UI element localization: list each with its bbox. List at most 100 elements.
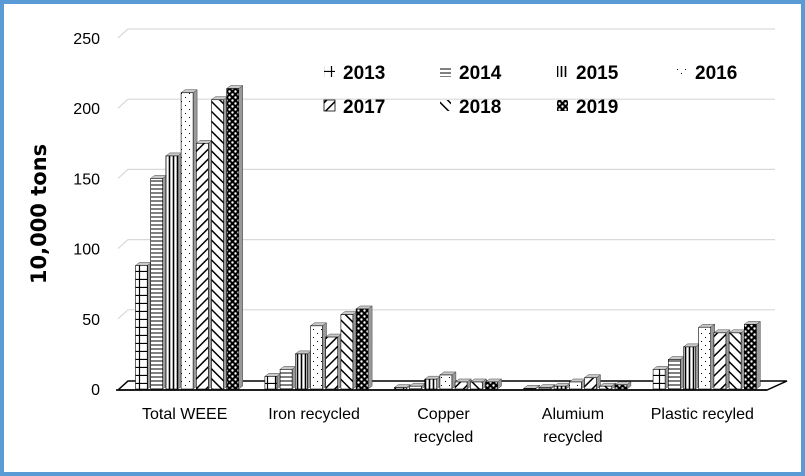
bar-front bbox=[264, 376, 278, 390]
legend-item-2015: 2015 bbox=[557, 63, 619, 84]
bar-2018-0 bbox=[210, 96, 229, 390]
bar-front bbox=[180, 92, 194, 390]
legend-label: 2019 bbox=[576, 97, 618, 118]
legend-swatch bbox=[323, 99, 336, 112]
legend-swatch bbox=[440, 66, 451, 77]
bar-front bbox=[424, 378, 438, 390]
legend-label: 2017 bbox=[343, 97, 385, 118]
legend-label: 2014 bbox=[459, 63, 502, 84]
bar-front bbox=[568, 381, 582, 390]
bar-2016-3 bbox=[568, 378, 587, 390]
legend-swatch bbox=[324, 66, 335, 77]
bar-2017-3 bbox=[583, 374, 602, 390]
bar-2017-2 bbox=[454, 378, 472, 390]
bar-2017-0 bbox=[195, 139, 214, 390]
bar-side bbox=[367, 305, 373, 390]
bar-front bbox=[135, 265, 148, 390]
bar-front bbox=[196, 143, 209, 390]
bar-2015-0 bbox=[165, 152, 183, 390]
legend-item-2013: 2013 bbox=[324, 63, 385, 84]
legend-swatch bbox=[557, 66, 568, 77]
bar-front bbox=[667, 359, 681, 390]
category-label: Iron recycled bbox=[268, 406, 360, 423]
bar-front bbox=[165, 155, 179, 390]
bar-2013-4 bbox=[652, 365, 670, 390]
bar-2016-4 bbox=[697, 323, 716, 390]
bar-2017-4 bbox=[713, 329, 731, 390]
gridline bbox=[117, 28, 775, 39]
y-tick-label: 150 bbox=[73, 171, 100, 188]
bar-front bbox=[310, 325, 323, 390]
gridline bbox=[117, 239, 775, 250]
bar-front bbox=[485, 381, 498, 390]
legend-swatch bbox=[676, 66, 687, 77]
y-tick-labels: 0 50 100 150 200 250 bbox=[73, 31, 100, 399]
legend-item-2017: 2017 bbox=[323, 97, 385, 118]
legend-swatch bbox=[440, 100, 451, 111]
bar-2016-0 bbox=[180, 89, 198, 390]
category-label: Copper recycled bbox=[414, 406, 474, 446]
bar-front bbox=[409, 385, 422, 390]
bar-front bbox=[325, 336, 339, 390]
legend: 2013 2014 2015 2016 2017 2018 2019 bbox=[323, 63, 737, 118]
bar-front bbox=[553, 385, 567, 390]
bar-front bbox=[439, 374, 453, 390]
bar-front bbox=[523, 387, 537, 390]
legend-item-2018: 2018 bbox=[440, 97, 501, 118]
bar-side bbox=[756, 320, 761, 390]
bar-front bbox=[743, 324, 757, 390]
bar-side bbox=[238, 85, 243, 390]
gridline bbox=[117, 168, 775, 179]
legend-label: 2013 bbox=[343, 63, 385, 84]
y-tick-label: 250 bbox=[73, 31, 100, 48]
legend-item-2019: 2019 bbox=[557, 97, 618, 118]
y-tick-label: 50 bbox=[82, 312, 100, 329]
bar-2018-4 bbox=[728, 329, 746, 390]
bar-2019-1 bbox=[355, 305, 373, 390]
bar-2015-4 bbox=[682, 343, 701, 390]
bar-2013-1 bbox=[264, 372, 282, 390]
bar-2014-3 bbox=[538, 384, 556, 390]
legend-item-2014: 2014 bbox=[440, 63, 502, 84]
gridline bbox=[117, 98, 775, 109]
y-tick-label: 0 bbox=[91, 382, 100, 399]
bar-2017-1 bbox=[324, 333, 343, 390]
bar-front bbox=[469, 381, 483, 390]
bar-front bbox=[393, 387, 407, 390]
bar-front bbox=[728, 332, 742, 390]
bar-2013-2 bbox=[393, 384, 412, 390]
bar-front bbox=[355, 308, 369, 390]
bar-front bbox=[584, 377, 597, 390]
legend-label: 2018 bbox=[459, 97, 501, 118]
bar-front bbox=[294, 353, 308, 390]
bar-2013-0 bbox=[134, 261, 153, 390]
legend-item-2016: 2016 bbox=[676, 63, 737, 84]
y-axis-label: 10,000 tons bbox=[27, 144, 51, 284]
bar-front bbox=[538, 387, 552, 390]
legend-label: 2016 bbox=[695, 63, 737, 84]
category-labels: Total WEEE Iron recycled Copper recycled Alu… bbox=[142, 406, 754, 446]
bar-front bbox=[614, 384, 628, 390]
category-label: Alumium recycled bbox=[542, 406, 604, 446]
bar-2019-2 bbox=[484, 378, 503, 390]
bar-2014-1 bbox=[279, 365, 297, 390]
bar-2016-2 bbox=[439, 371, 457, 390]
gridlines bbox=[117, 28, 775, 320]
bar-front bbox=[698, 326, 712, 390]
bar-2014-0 bbox=[149, 174, 168, 390]
bar-2019-3 bbox=[614, 381, 632, 390]
bar-front bbox=[652, 369, 666, 390]
category-label: Plastic recyled bbox=[651, 406, 754, 423]
bar-2019-4 bbox=[743, 320, 762, 390]
bar-front bbox=[150, 178, 163, 390]
legend-label: 2015 bbox=[576, 63, 619, 84]
bar-2015-2 bbox=[423, 375, 442, 390]
bar-front bbox=[683, 346, 696, 390]
bar-front bbox=[599, 385, 613, 390]
category-label: Total WEEE bbox=[142, 406, 227, 423]
gridline bbox=[117, 309, 775, 320]
bar-2019-0 bbox=[225, 85, 244, 390]
bar-2013-3 bbox=[522, 384, 541, 390]
